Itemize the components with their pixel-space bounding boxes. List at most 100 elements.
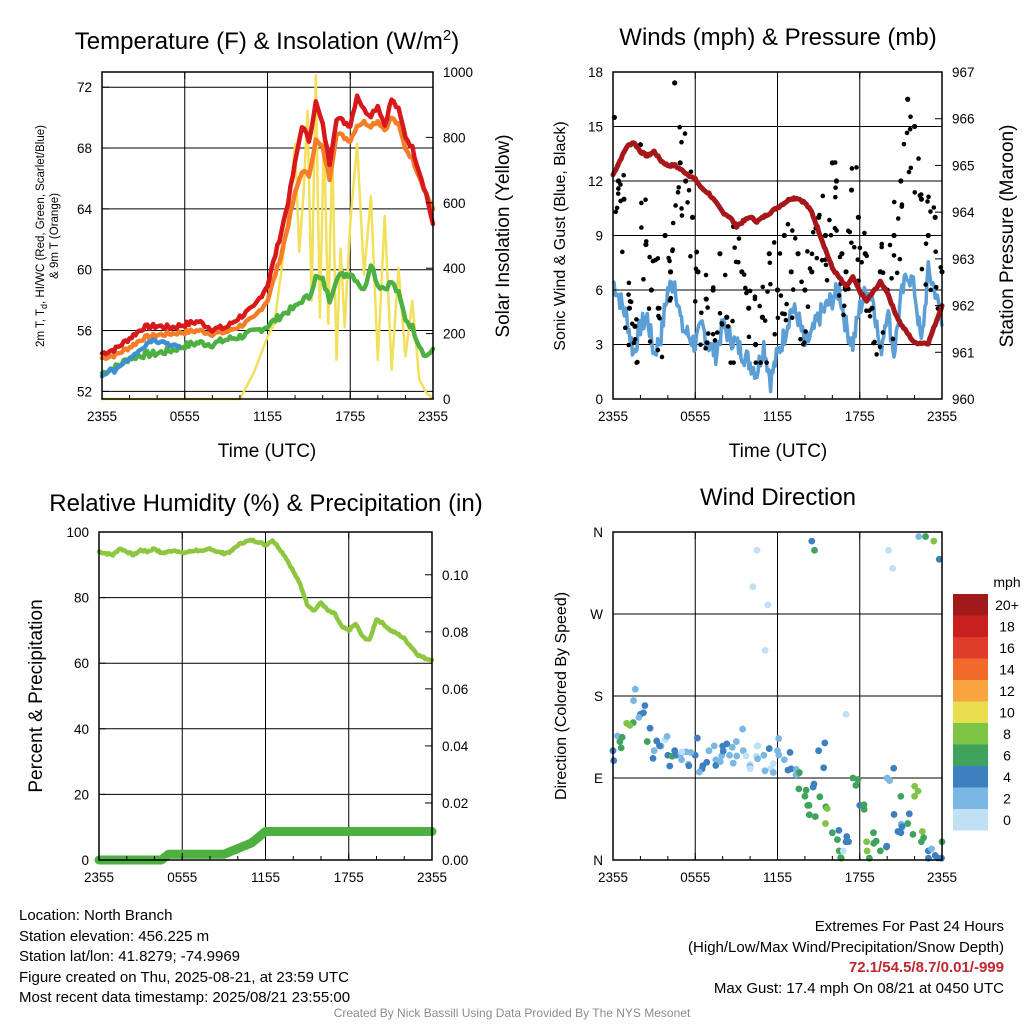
legend-label: 18 [999, 618, 1015, 634]
gust-point [872, 339, 877, 345]
legend-label: 14 [999, 661, 1015, 677]
x-tick-label: 0555 [680, 870, 710, 885]
gust-point [689, 214, 696, 220]
gust-point [828, 232, 834, 238]
direction-point [935, 555, 943, 563]
x-tick-label: 2355 [598, 870, 628, 885]
gust-point [925, 232, 931, 239]
y-tick-label: 64 [77, 202, 93, 217]
gust-point [817, 212, 822, 218]
gust-point [931, 205, 937, 210]
gust-point [867, 308, 872, 313]
direction-point [733, 752, 741, 760]
gust-point [827, 217, 832, 223]
direction-point [839, 847, 847, 855]
gust-point [805, 304, 811, 309]
gust-point [800, 341, 806, 347]
gust-point [912, 190, 918, 195]
direction-point [742, 752, 750, 760]
gust-point [819, 257, 825, 263]
direction-point [749, 583, 757, 591]
direction-panel: Wind Direction 2355 0555 1155 1755 2355 N E S W N… [553, 484, 1021, 885]
gust-point [765, 289, 770, 294]
gust-point [879, 241, 885, 247]
gust-point [626, 305, 633, 311]
direction-point [728, 743, 736, 751]
legend-swatch [953, 809, 988, 831]
x-tick-label: 1755 [334, 870, 364, 885]
gust-point [891, 253, 897, 258]
gust-point [795, 251, 801, 257]
x-tick-label: 2355 [417, 870, 447, 885]
gust-point [650, 258, 656, 264]
direction-point [617, 744, 625, 752]
direction-point [784, 766, 792, 774]
x-tick-label: 0555 [680, 409, 710, 424]
gust-point [855, 257, 861, 263]
gust-point [741, 272, 747, 277]
y2-tick-label: 961 [952, 345, 975, 360]
gust-point [759, 314, 766, 320]
station-latlon: Station lat/lon: 41.8279; -74.9969 [19, 948, 241, 965]
direction-point [754, 742, 762, 750]
legend-swatch [953, 594, 988, 616]
direction-point [775, 735, 783, 742]
gust-point [891, 199, 897, 205]
gust-point [670, 220, 676, 226]
direction-point [775, 751, 783, 759]
gust-point [659, 354, 665, 360]
y-tick-label: 52 [77, 384, 92, 399]
speed-legend-title: mph [993, 574, 1020, 590]
gust-point [880, 330, 886, 335]
gust-point [744, 290, 749, 296]
direction-point [890, 811, 898, 818]
gust-point [641, 277, 646, 282]
direction-point [646, 724, 654, 732]
extremes-title: Extremes For Past 24 Hours [814, 918, 1004, 935]
gust-point [788, 269, 794, 275]
direction-point [822, 820, 829, 827]
direction-point [811, 813, 819, 821]
y2-tick-label: 200 [443, 327, 466, 342]
direction-point [810, 780, 818, 788]
gust-point [887, 242, 893, 248]
x-tick-label: 2355 [84, 870, 114, 885]
gust-point [841, 303, 847, 309]
x-tick-label: 2355 [927, 409, 957, 424]
gust-point [676, 185, 681, 190]
legend-swatch [953, 723, 988, 745]
gust-point [618, 198, 623, 204]
station-info: Location: North Branch Station elevation… [19, 906, 350, 1009]
legend-label: 16 [999, 640, 1015, 656]
humidity-panel: Relative Humidity (%) & Precipitation (i… [26, 490, 483, 885]
y2-tick-label: 1000 [443, 65, 473, 80]
winds-xlabel: Time (UTC) [729, 441, 828, 462]
legend-label: 10 [999, 704, 1015, 720]
gust-point [758, 360, 763, 365]
gust-point [626, 292, 631, 297]
direction-point [653, 737, 661, 745]
gust-point [864, 253, 869, 259]
gust-point [784, 301, 789, 307]
gust-point [639, 225, 644, 230]
gust-point [823, 262, 829, 268]
legend-swatch [953, 701, 988, 723]
series-line-station-pressure [610, 140, 945, 347]
humidity-panel-title: Relative Humidity (%) & Precipitation (i… [49, 490, 482, 517]
gust-point [620, 249, 625, 255]
gust-point [899, 204, 905, 209]
gust-point [736, 236, 742, 241]
direction-point [928, 845, 935, 853]
gust-point [668, 269, 673, 275]
direction-point [863, 838, 871, 846]
gust-point [778, 293, 784, 298]
direction-point [918, 828, 926, 835]
gust-point [822, 232, 829, 239]
y2-tick-label: 962 [952, 299, 975, 314]
direction-point [753, 546, 761, 554]
gust-point [848, 187, 855, 193]
gust-point [704, 340, 710, 345]
gust-point [730, 318, 735, 324]
direction-point [710, 742, 718, 750]
y-tick-label: 40 [74, 722, 89, 737]
